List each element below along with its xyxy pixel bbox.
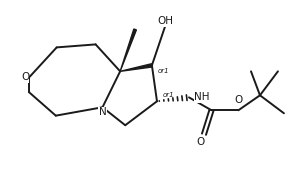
Text: N: N [99,107,106,117]
Text: NH: NH [194,92,210,102]
Text: OH: OH [157,16,173,26]
Polygon shape [120,64,152,71]
Text: O: O [197,137,205,147]
Text: or1: or1 [157,68,169,74]
Polygon shape [120,29,137,71]
Text: O: O [234,95,243,105]
Text: O: O [21,72,29,82]
Text: or1: or1 [162,92,174,98]
